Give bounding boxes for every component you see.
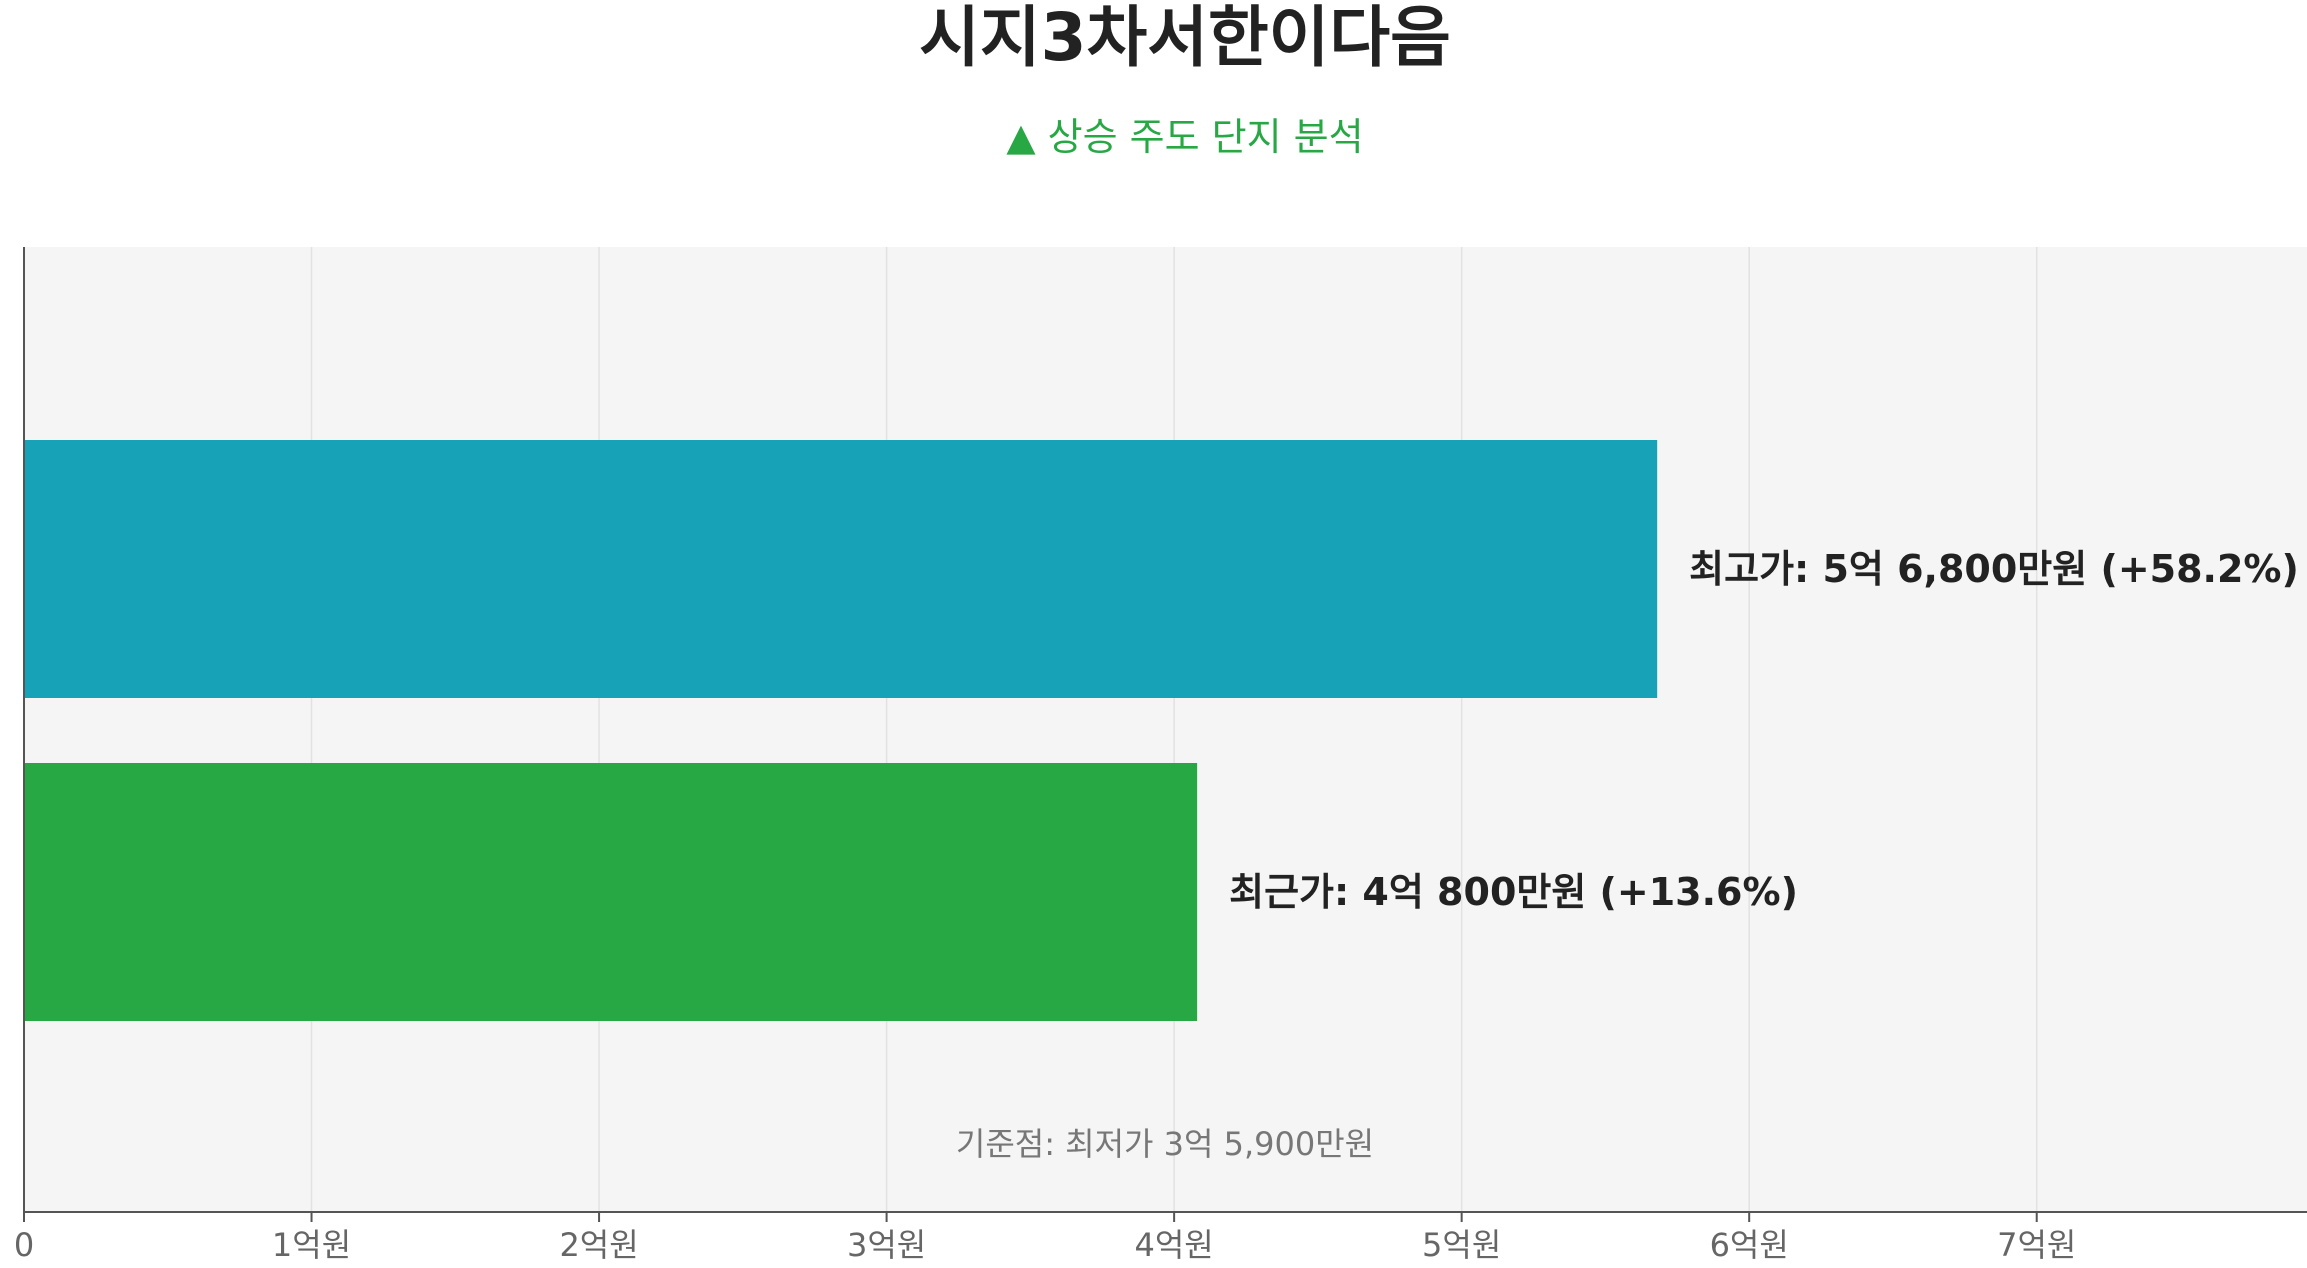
bar-label-recent: 최근가: 4억 800만원 (+13.6%) <box>1229 870 1798 914</box>
bar-highest <box>24 440 1658 698</box>
bar-label-highest: 최고가: 5억 6,800만원 (+58.2%) <box>1689 547 2299 591</box>
x-axis-ticks: 0 1억원 2억원 3억원 4억원 5억원 6억원 7억원 <box>14 1212 2076 1264</box>
x-tick-label-2: 2억원 <box>559 1226 638 1264</box>
plot-area <box>24 247 2307 1212</box>
chart-title: 시지3차서한이다음 <box>919 0 1451 76</box>
axes <box>23 247 2307 1213</box>
x-tick-label-7: 7억원 <box>1997 1226 2076 1264</box>
x-tick-label-0: 0 <box>14 1226 34 1264</box>
grid <box>310 247 2038 1212</box>
baseline-annotation: 기준점: 최저가 3억 5,900만원 <box>956 1125 1374 1163</box>
x-tick-label-5: 5억원 <box>1422 1226 1501 1264</box>
bars: 최고가: 5억 6,800만원 (+58.2%) 최근가: 4억 800만원 (+… <box>24 440 2299 1021</box>
x-tick-label-6: 6억원 <box>1710 1226 1789 1264</box>
x-tick-label-3: 3억원 <box>847 1226 926 1264</box>
x-tick-label-1: 1억원 <box>272 1226 351 1264</box>
x-tick-label-4: 4억원 <box>1135 1226 1214 1264</box>
chart-subtitle: ▲ 상승 주도 단지 분석 <box>1006 115 1363 159</box>
bar-recent <box>24 763 1198 1021</box>
